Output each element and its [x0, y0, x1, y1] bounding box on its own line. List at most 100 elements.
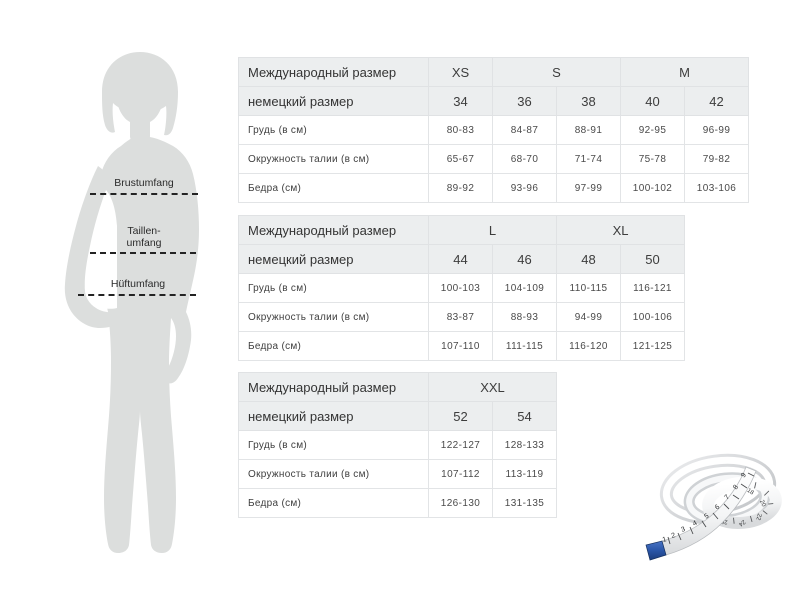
intl-size-group: S	[491, 57, 622, 87]
intl-size-group: XL	[556, 215, 686, 245]
svg-text:18: 18	[746, 488, 755, 497]
body-silhouette-panel: Brustumfang Taillen- umfang Hüftumfang	[40, 40, 250, 560]
svg-text:6: 6	[714, 504, 722, 512]
measurement-value: 71-74	[555, 144, 622, 174]
svg-text:20: 20	[758, 499, 766, 508]
german-size-value: 34	[428, 86, 493, 116]
measurement-value: 103-106	[684, 173, 750, 203]
waist-label-text-line1: Taillen-	[127, 225, 161, 237]
measurement-value: 65-67	[428, 144, 493, 174]
hip-measure-label: Hüftumfang	[82, 278, 194, 291]
measurement-value: 113-119	[491, 459, 558, 489]
size-table-xxl: Международный размер XXL немецкий размер 52…	[238, 372, 558, 518]
german-size-value: 40	[620, 86, 686, 116]
size-table-l-xl: Международный размер L XL немецкий размер 44…	[238, 215, 686, 361]
hip-label-text: Hüftumfang	[110, 278, 166, 290]
measurement-value: 126-130	[428, 488, 493, 518]
measurement-row-label: Окружность талии (в см)	[238, 302, 429, 332]
measurement-value: 107-110	[428, 331, 493, 361]
measurement-value: 84-87	[492, 115, 557, 145]
bust-measure-dashed-line	[90, 193, 198, 195]
header-row-german: немецкий размер 34 36 38 40 42	[238, 86, 750, 116]
measurement-value: 100-103	[428, 273, 493, 303]
waist-measure-dashed-line	[90, 252, 196, 254]
measurement-value: 107-112	[428, 459, 493, 489]
measurement-row-label: Окружность талии (в см)	[238, 459, 429, 489]
svg-text:4: 4	[692, 520, 699, 528]
measurement-value: 89-92	[428, 173, 493, 203]
measurement-value: 88-93	[491, 302, 558, 332]
measurement-value: 116-121	[620, 273, 686, 303]
svg-text:7: 7	[723, 494, 731, 502]
german-size-value: 38	[555, 86, 622, 116]
header-row-international: Международный размер XXL	[238, 372, 558, 402]
measurement-value: 111-115	[491, 331, 558, 361]
table-body: Международный размер L XL немецкий размер 44…	[238, 215, 686, 361]
svg-text:3: 3	[680, 526, 686, 534]
measurement-value: 100-102	[620, 173, 686, 203]
row-label-german: немецкий размер	[238, 244, 429, 274]
intl-size-group: XXL	[427, 372, 558, 402]
measurement-row-label: Окружность талии (в см)	[238, 144, 429, 174]
svg-text:5: 5	[703, 513, 710, 521]
measuring-tape-icon: 18 20 22 24 26 9 8 7 6 5	[645, 453, 782, 561]
german-size-value: 36	[492, 86, 557, 116]
header-row-german: немецкий размер 44 46 48 50	[238, 244, 686, 274]
measurement-row-label: Бедра (см)	[238, 488, 429, 518]
table-row: Грудь (в см) 80-83 84-87 88-91 92-95 96-99	[238, 115, 750, 145]
measurement-value: 96-99	[684, 115, 750, 145]
measurement-row-label: Грудь (в см)	[238, 430, 429, 460]
svg-text:22: 22	[754, 513, 762, 522]
row-label-german: немецкий размер	[238, 401, 429, 431]
table-row: Окружность талии (в см) 107-112 113-119	[238, 459, 558, 489]
table-body: Международный размер XXL немецкий размер 52…	[238, 372, 558, 518]
german-size-value: 42	[684, 86, 750, 116]
measurement-value: 75-78	[620, 144, 686, 174]
measurement-row-label: Грудь (в см)	[238, 273, 429, 303]
measurement-row-label: Бедра (см)	[238, 331, 429, 361]
german-size-value: 52	[428, 401, 493, 431]
header-row-german: немецкий размер 52 54	[238, 401, 558, 431]
german-size-value: 48	[556, 244, 622, 274]
measurement-row-label: Бедра (см)	[238, 173, 429, 203]
measurement-value: 131-135	[491, 488, 558, 518]
intl-size-group: XS	[428, 57, 493, 87]
hip-measure-dashed-line	[78, 294, 196, 296]
measurement-value: 94-99	[556, 302, 622, 332]
tape-metal-tip	[645, 540, 667, 561]
header-row-international: Международный размер XS S M	[238, 57, 750, 87]
measurement-value: 92-95	[620, 115, 686, 145]
intl-size-group: M	[620, 57, 750, 87]
measurement-value: 68-70	[492, 144, 557, 174]
measurement-value: 122-127	[428, 430, 493, 460]
row-label-international: Международный размер	[238, 215, 429, 245]
table-row: Бедра (см) 107-110 111-115 116-120 121-125	[238, 331, 686, 361]
german-size-value: 50	[620, 244, 686, 274]
table-row: Окружность талии (в см) 83-87 88-93 94-99 10…	[238, 302, 686, 332]
svg-text:24: 24	[737, 518, 746, 527]
waist-measure-label: Taillen- umfang	[92, 225, 196, 249]
measurement-value: 100-106	[620, 302, 686, 332]
measurement-value: 128-133	[491, 430, 558, 460]
measuring-tape-panel: 18 20 22 24 26 9 8 7 6 5	[630, 445, 795, 570]
measurement-value: 104-109	[491, 273, 558, 303]
table-row: Грудь (в см) 100-103 104-109 110-115 116-121	[238, 273, 686, 303]
row-label-international: Международный размер	[238, 372, 429, 402]
header-row-international: Международный размер L XL	[238, 215, 686, 245]
svg-text:2: 2	[671, 532, 677, 540]
row-label-german: немецкий размер	[238, 86, 429, 116]
measurement-value: 121-125	[620, 331, 686, 361]
bust-measure-label: Brustumfang	[88, 177, 200, 190]
measurement-value: 80-83	[428, 115, 493, 145]
bust-label-text: Brustumfang	[114, 177, 174, 189]
table-row: Грудь (в см) 122-127 128-133	[238, 430, 558, 460]
intl-size-group: L	[427, 215, 558, 245]
measurement-value: 88-91	[555, 115, 622, 145]
table-row: Окружность талии (в см) 65-67 68-70 71-74 75…	[238, 144, 750, 174]
german-size-value: 46	[491, 244, 558, 274]
measurement-value: 110-115	[556, 273, 622, 303]
table-row: Бедра (см) 89-92 93-96 97-99 100-102 103-106	[238, 173, 750, 203]
measurement-value: 93-96	[492, 173, 557, 203]
